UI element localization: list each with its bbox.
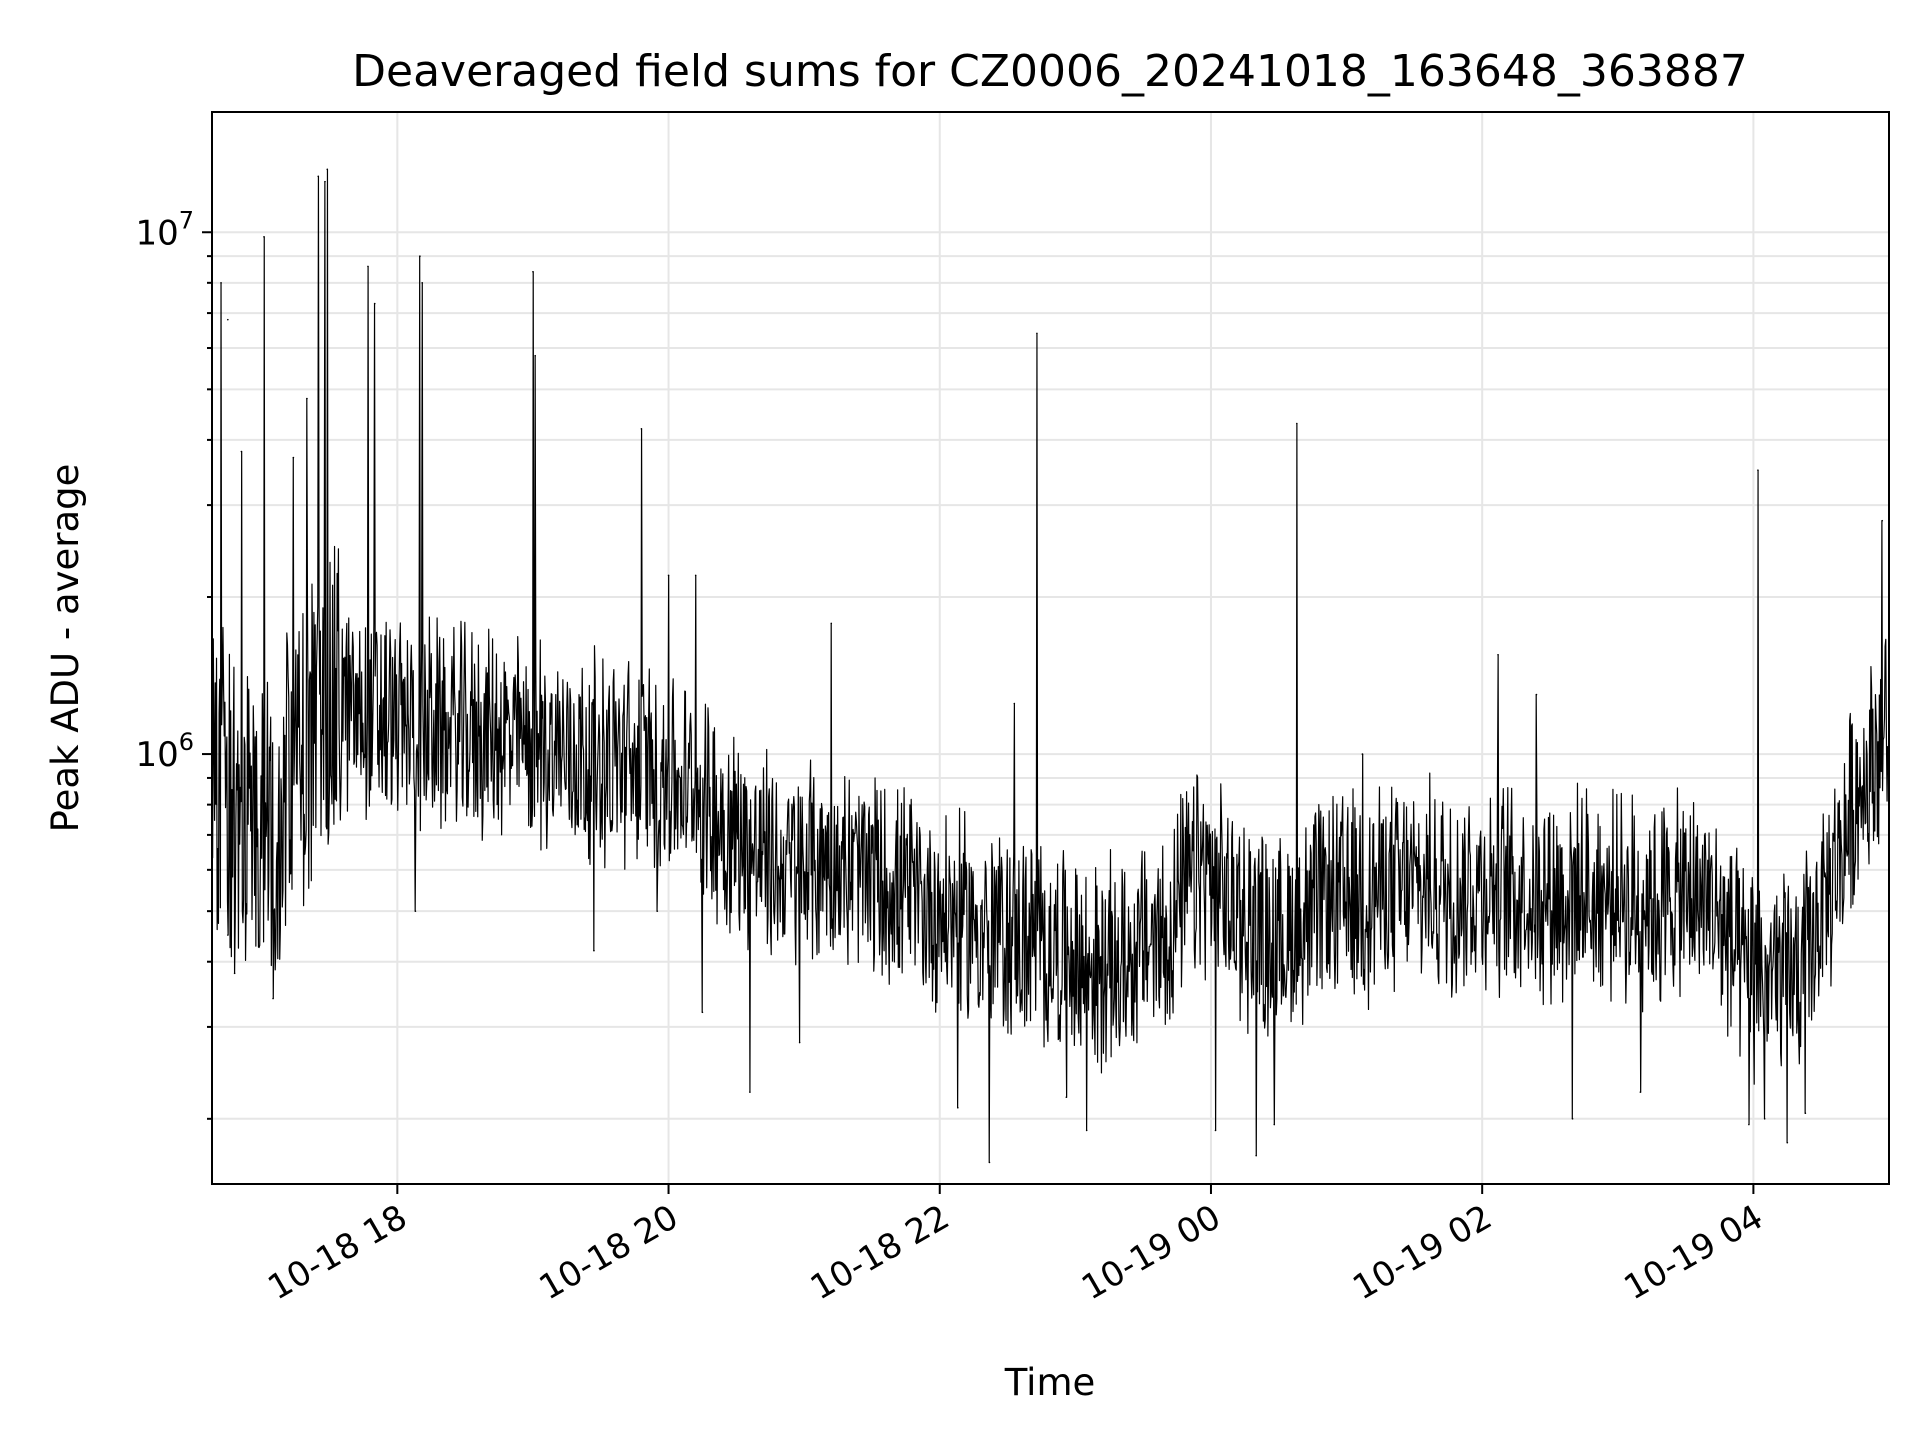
extreme-point [326,168,329,171]
extreme-point [534,354,536,357]
extreme-point [373,302,376,305]
extreme-point [701,1011,704,1014]
extreme-point [1036,332,1038,335]
extreme-point [227,318,229,321]
extreme-point [1273,1123,1276,1126]
series-layer [211,168,1890,1164]
extreme-point [414,910,417,912]
extreme-point [1748,1123,1750,1126]
extreme-point [272,997,274,1000]
plot-area-frame [211,111,1890,1185]
extreme-point [1881,519,1884,522]
x-tick-label: 10-18 20 [533,1197,685,1308]
extreme-point [306,397,308,400]
extreme-point [367,265,369,268]
y-tick-label: 107 [135,206,194,253]
extreme-point [1535,693,1538,696]
extreme-point [324,180,326,183]
extreme-point [240,450,243,453]
extreme-point [1639,1091,1642,1093]
extreme-point [798,1041,801,1044]
extreme-point [593,949,595,952]
x-tick-label: 10-19 02 [1346,1197,1498,1308]
extreme-point [1296,422,1298,425]
extreme-point [1497,653,1499,656]
extreme-point [749,1091,751,1093]
extreme-point [220,282,222,284]
extreme-point [640,428,643,430]
extreme-point [1085,1129,1088,1132]
y-tick-label: 106 [135,728,194,775]
extreme-point [988,1161,991,1164]
x-tick-label: 10-19 04 [1617,1197,1769,1308]
grid-layer [212,112,1889,1184]
extreme-point [263,236,265,238]
extreme-point [694,574,697,577]
extreme-point [1214,1129,1217,1132]
extreme-point [233,972,236,975]
y-axis-label: Peak ADU - average [44,464,87,833]
extreme-point [1757,469,1759,471]
extreme-point [317,175,320,178]
extreme-point [1065,1096,1068,1099]
extreme-point [1361,753,1364,755]
extreme-point [830,622,833,625]
chart-title: Deaveraged field sums for CZ0006_2024101… [352,46,1748,97]
extreme-point [1013,702,1016,705]
extreme-point [957,1106,959,1109]
extreme-point [1763,1118,1766,1120]
x-tick-label: 10-18 22 [804,1197,956,1308]
extreme-point [421,282,423,284]
x-tick-label: 10-18 18 [261,1197,413,1308]
extreme-point [1804,1112,1807,1115]
extreme-point [1255,1154,1257,1157]
x-tick-label: 10-19 00 [1075,1197,1227,1308]
extreme-point [656,910,659,912]
extreme-point [1786,1141,1789,1144]
extreme-point [532,270,534,273]
extreme-point [1571,1118,1574,1120]
extreme-point [667,574,670,577]
extreme-point [419,255,421,257]
extreme-point [292,456,295,459]
x-axis-label: Time [1004,1361,1096,1404]
ticks-layer: 10-18 18 10-18 20 10-18 22 10-19 00 10-19 02… [135,206,1769,1308]
extreme-point [227,934,229,936]
series-line [211,168,1890,1163]
